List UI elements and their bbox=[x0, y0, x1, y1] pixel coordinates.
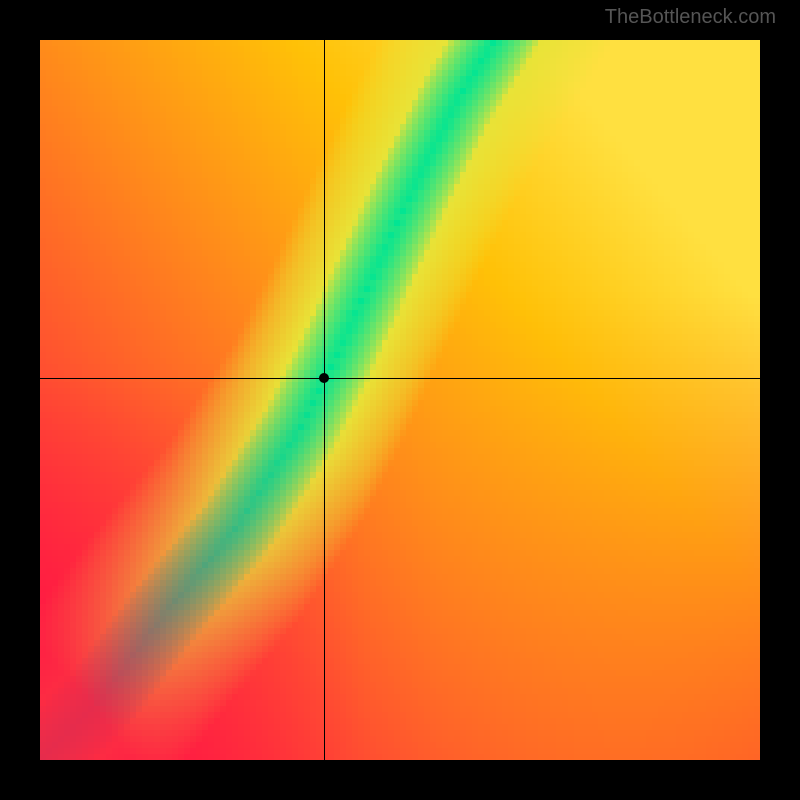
figure-container: TheBottleneck.com bbox=[0, 0, 800, 800]
crosshair-vertical bbox=[324, 40, 325, 760]
heatmap-canvas bbox=[40, 40, 760, 760]
watermark-text: TheBottleneck.com bbox=[605, 6, 776, 29]
crosshair-point bbox=[319, 373, 329, 383]
crosshair-horizontal bbox=[40, 378, 760, 379]
plot-area bbox=[40, 40, 760, 760]
